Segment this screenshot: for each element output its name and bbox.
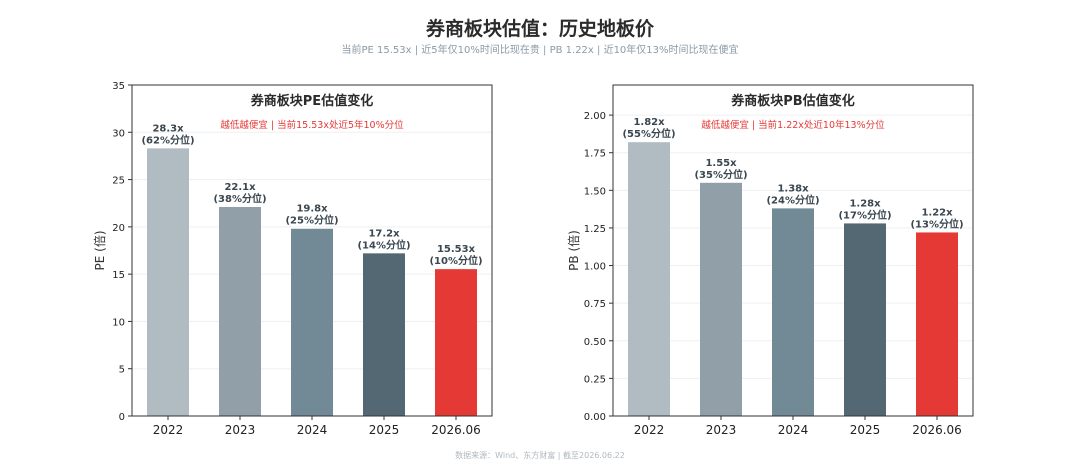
pb-ytick-label: 1.00 <box>584 262 606 273</box>
pe-percentile-label: (14%分位) <box>357 238 410 251</box>
pb-percentile-label: (24%分位) <box>766 193 819 206</box>
pb-xtick-label: 2025 <box>850 423 881 437</box>
pe-value-label: 15.53x <box>437 244 476 255</box>
pb-ytick-label: 0.00 <box>584 412 606 423</box>
pe-bar <box>219 206 261 416</box>
pb-xtick-label: 2022 <box>634 423 665 437</box>
pe-value-label: 28.3x <box>152 123 184 134</box>
pb-xtick-label: 2024 <box>778 423 809 437</box>
pe-percentile-label: (10%分位) <box>429 254 482 267</box>
pe-xtick-label: 2022 <box>153 423 184 437</box>
pe-ytick-label: 5 <box>119 365 125 376</box>
pb-xtick-label: 2023 <box>706 423 737 437</box>
pb-ytick-label: 1.25 <box>584 224 606 235</box>
pb-percentile-label: (35%分位) <box>694 168 747 181</box>
pb-value-label: 1.38x <box>777 183 809 194</box>
pe-value-label: 17.2x <box>368 228 400 239</box>
pb-bar <box>628 142 670 416</box>
pe-ytick-label: 25 <box>112 176 125 187</box>
pe-percentile-label: (62%分位) <box>141 133 194 146</box>
pb-bar <box>916 232 958 416</box>
pe-ytick-label: 30 <box>112 128 125 139</box>
pb-ytick-label: 0.25 <box>584 374 606 385</box>
pb-percentile-label: (17%分位) <box>838 208 891 221</box>
pe-bar <box>147 148 189 416</box>
pb-plot-frame <box>612 84 974 417</box>
pe-value-label: 19.8x <box>296 204 328 215</box>
pe-xtick-label: 2025 <box>369 423 400 437</box>
pb-value-label: 1.82x <box>633 117 665 128</box>
pb-ytick-label: 1.50 <box>584 186 606 197</box>
pb-value-label: 1.28x <box>849 198 881 209</box>
pe-bar <box>363 253 405 416</box>
pe-y-axis-label: PE (倍) <box>92 231 107 271</box>
pe-bar <box>435 269 477 416</box>
pb-percentile-label: (13%分位) <box>910 217 963 230</box>
pb-value-label: 1.22x <box>921 207 953 218</box>
pb-percentile-label: (55%分位) <box>622 127 675 140</box>
pb-chart-title: 券商板块PB估值变化 <box>730 93 854 109</box>
pe-ytick-label: 0 <box>119 412 125 423</box>
pe-ytick-label: 10 <box>112 317 125 328</box>
pe-plot-frame <box>131 84 493 417</box>
pb-xtick-label: 2026.06 <box>912 423 962 437</box>
pe-xtick-label: 2024 <box>297 423 328 437</box>
data-source-note: 数据来源：Wind、东方财富 | 截至2026.06.22 <box>455 451 625 460</box>
pb-value-label: 1.55x <box>705 158 737 169</box>
pe-percentile-label: (25%分位) <box>285 214 338 227</box>
pb-ytick-label: 0.50 <box>584 337 606 348</box>
pb-y-axis-label: PB (倍) <box>566 230 581 271</box>
pe-ytick-label: 35 <box>112 81 125 92</box>
pe-value-label: 22.1x <box>224 182 256 193</box>
pe-annotation: 越低越便宜 | 当前15.53x处近5年10%分位 <box>220 119 404 131</box>
pb-bar <box>844 223 886 416</box>
main-title: 券商板块估值：历史地板价 <box>425 18 654 40</box>
pb-annotation: 越低越便宜 | 当前1.22x处近10年13%分位 <box>701 119 885 131</box>
pe-chart-title: 券商板块PE估值变化 <box>250 93 373 109</box>
pe-ytick-label: 15 <box>112 270 125 281</box>
pb-ytick-label: 0.75 <box>584 299 606 310</box>
pe-percentile-label: (38%分位) <box>213 192 266 205</box>
pb-ytick-label: 1.75 <box>584 149 606 160</box>
pe-bar <box>291 228 333 416</box>
pe-xtick-label: 2026.06 <box>431 423 481 437</box>
main-subtitle: 当前PE 15.53x | 近5年仅10%时间比现在贵 | PB 1.22x |… <box>341 45 739 56</box>
pb-bar <box>700 182 742 416</box>
pb-bar <box>772 208 814 416</box>
pe-xtick-label: 2023 <box>225 423 256 437</box>
pb-ytick-label: 2.00 <box>584 111 606 122</box>
pe-ytick-label: 20 <box>112 223 125 234</box>
